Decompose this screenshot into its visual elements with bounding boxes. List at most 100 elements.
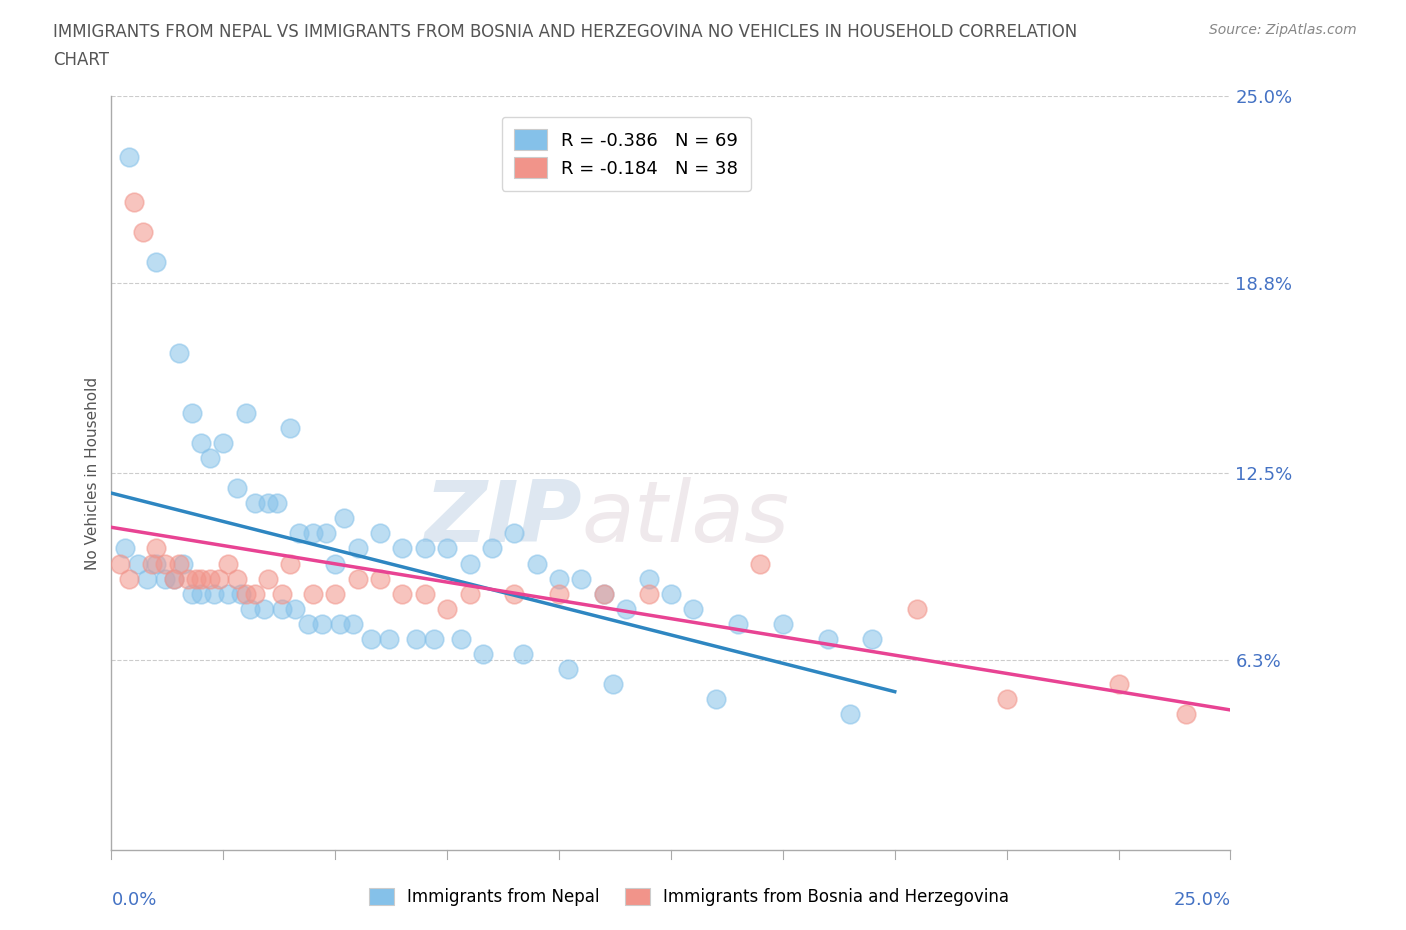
Point	[284, 602, 307, 617]
Point	[323, 586, 346, 601]
Point	[503, 586, 526, 601]
Point	[346, 571, 368, 586]
Point	[391, 541, 413, 556]
Point	[450, 631, 472, 646]
Point	[772, 617, 794, 631]
Point	[141, 556, 163, 571]
Point	[145, 541, 167, 556]
Point	[360, 631, 382, 646]
Point	[181, 405, 204, 420]
Point	[167, 556, 190, 571]
Point	[592, 586, 614, 601]
Legend: Immigrants from Nepal, Immigrants from Bosnia and Herzegovina: Immigrants from Nepal, Immigrants from B…	[363, 881, 1015, 912]
Point	[323, 556, 346, 571]
Point	[243, 586, 266, 601]
Point	[302, 586, 325, 601]
Point	[186, 571, 208, 586]
Point	[118, 149, 141, 164]
Point	[172, 556, 194, 571]
Text: CHART: CHART	[53, 51, 110, 69]
Point	[749, 556, 772, 571]
Point	[311, 617, 333, 631]
Point	[839, 707, 862, 722]
Point	[114, 541, 136, 556]
Point	[198, 571, 221, 586]
Point	[239, 602, 262, 617]
Point	[176, 571, 198, 586]
Point	[217, 586, 239, 601]
Point	[413, 541, 436, 556]
Point	[458, 556, 481, 571]
Point	[208, 571, 231, 586]
Point	[235, 586, 257, 601]
Point	[592, 586, 614, 601]
Point	[118, 571, 141, 586]
Point	[637, 586, 659, 601]
Point	[436, 602, 458, 617]
Y-axis label: No Vehicles in Household: No Vehicles in Household	[86, 377, 100, 570]
Point	[132, 224, 155, 239]
Point	[727, 617, 749, 631]
Point	[198, 451, 221, 466]
Point	[225, 481, 247, 496]
Point	[391, 586, 413, 601]
Point	[548, 586, 571, 601]
Point	[346, 541, 368, 556]
Text: atlas: atlas	[582, 477, 789, 560]
Point	[145, 556, 167, 571]
Text: 0.0%: 0.0%	[111, 891, 157, 910]
Point	[682, 602, 704, 617]
Point	[127, 556, 149, 571]
Text: IMMIGRANTS FROM NEPAL VS IMMIGRANTS FROM BOSNIA AND HERZEGOVINA NO VEHICLES IN H: IMMIGRANTS FROM NEPAL VS IMMIGRANTS FROM…	[53, 23, 1077, 41]
Point	[315, 526, 337, 541]
Point	[471, 646, 494, 661]
Point	[280, 556, 302, 571]
Point	[368, 571, 391, 586]
Point	[860, 631, 883, 646]
Point	[659, 586, 682, 601]
Point	[181, 586, 204, 601]
Point	[557, 661, 579, 676]
Point	[995, 692, 1018, 707]
Point	[190, 435, 212, 450]
Point	[378, 631, 401, 646]
Point	[231, 586, 253, 601]
Point	[257, 571, 280, 586]
Point	[202, 586, 225, 601]
Point	[217, 556, 239, 571]
Point	[212, 435, 235, 450]
Point	[270, 602, 292, 617]
Point	[270, 586, 292, 601]
Point	[413, 586, 436, 601]
Point	[243, 496, 266, 511]
Point	[368, 526, 391, 541]
Point	[136, 571, 159, 586]
Legend: R = -0.386   N = 69, R = -0.184   N = 38: R = -0.386 N = 69, R = -0.184 N = 38	[502, 117, 751, 191]
Point	[458, 586, 481, 601]
Point	[145, 255, 167, 270]
Point	[302, 526, 325, 541]
Point	[571, 571, 593, 586]
Point	[163, 571, 186, 586]
Text: 25.0%: 25.0%	[1174, 891, 1230, 910]
Point	[329, 617, 352, 631]
Point	[190, 571, 212, 586]
Point	[153, 571, 176, 586]
Point	[110, 556, 132, 571]
Point	[163, 571, 186, 586]
Point	[503, 526, 526, 541]
Point	[512, 646, 534, 661]
Point	[637, 571, 659, 586]
Point	[817, 631, 839, 646]
Point	[436, 541, 458, 556]
Point	[297, 617, 319, 631]
Point	[422, 631, 444, 646]
Point	[288, 526, 311, 541]
Point	[405, 631, 427, 646]
Point	[122, 194, 145, 209]
Point	[266, 496, 288, 511]
Point	[1174, 707, 1197, 722]
Point	[481, 541, 503, 556]
Point	[190, 586, 212, 601]
Text: Source: ZipAtlas.com: Source: ZipAtlas.com	[1209, 23, 1357, 37]
